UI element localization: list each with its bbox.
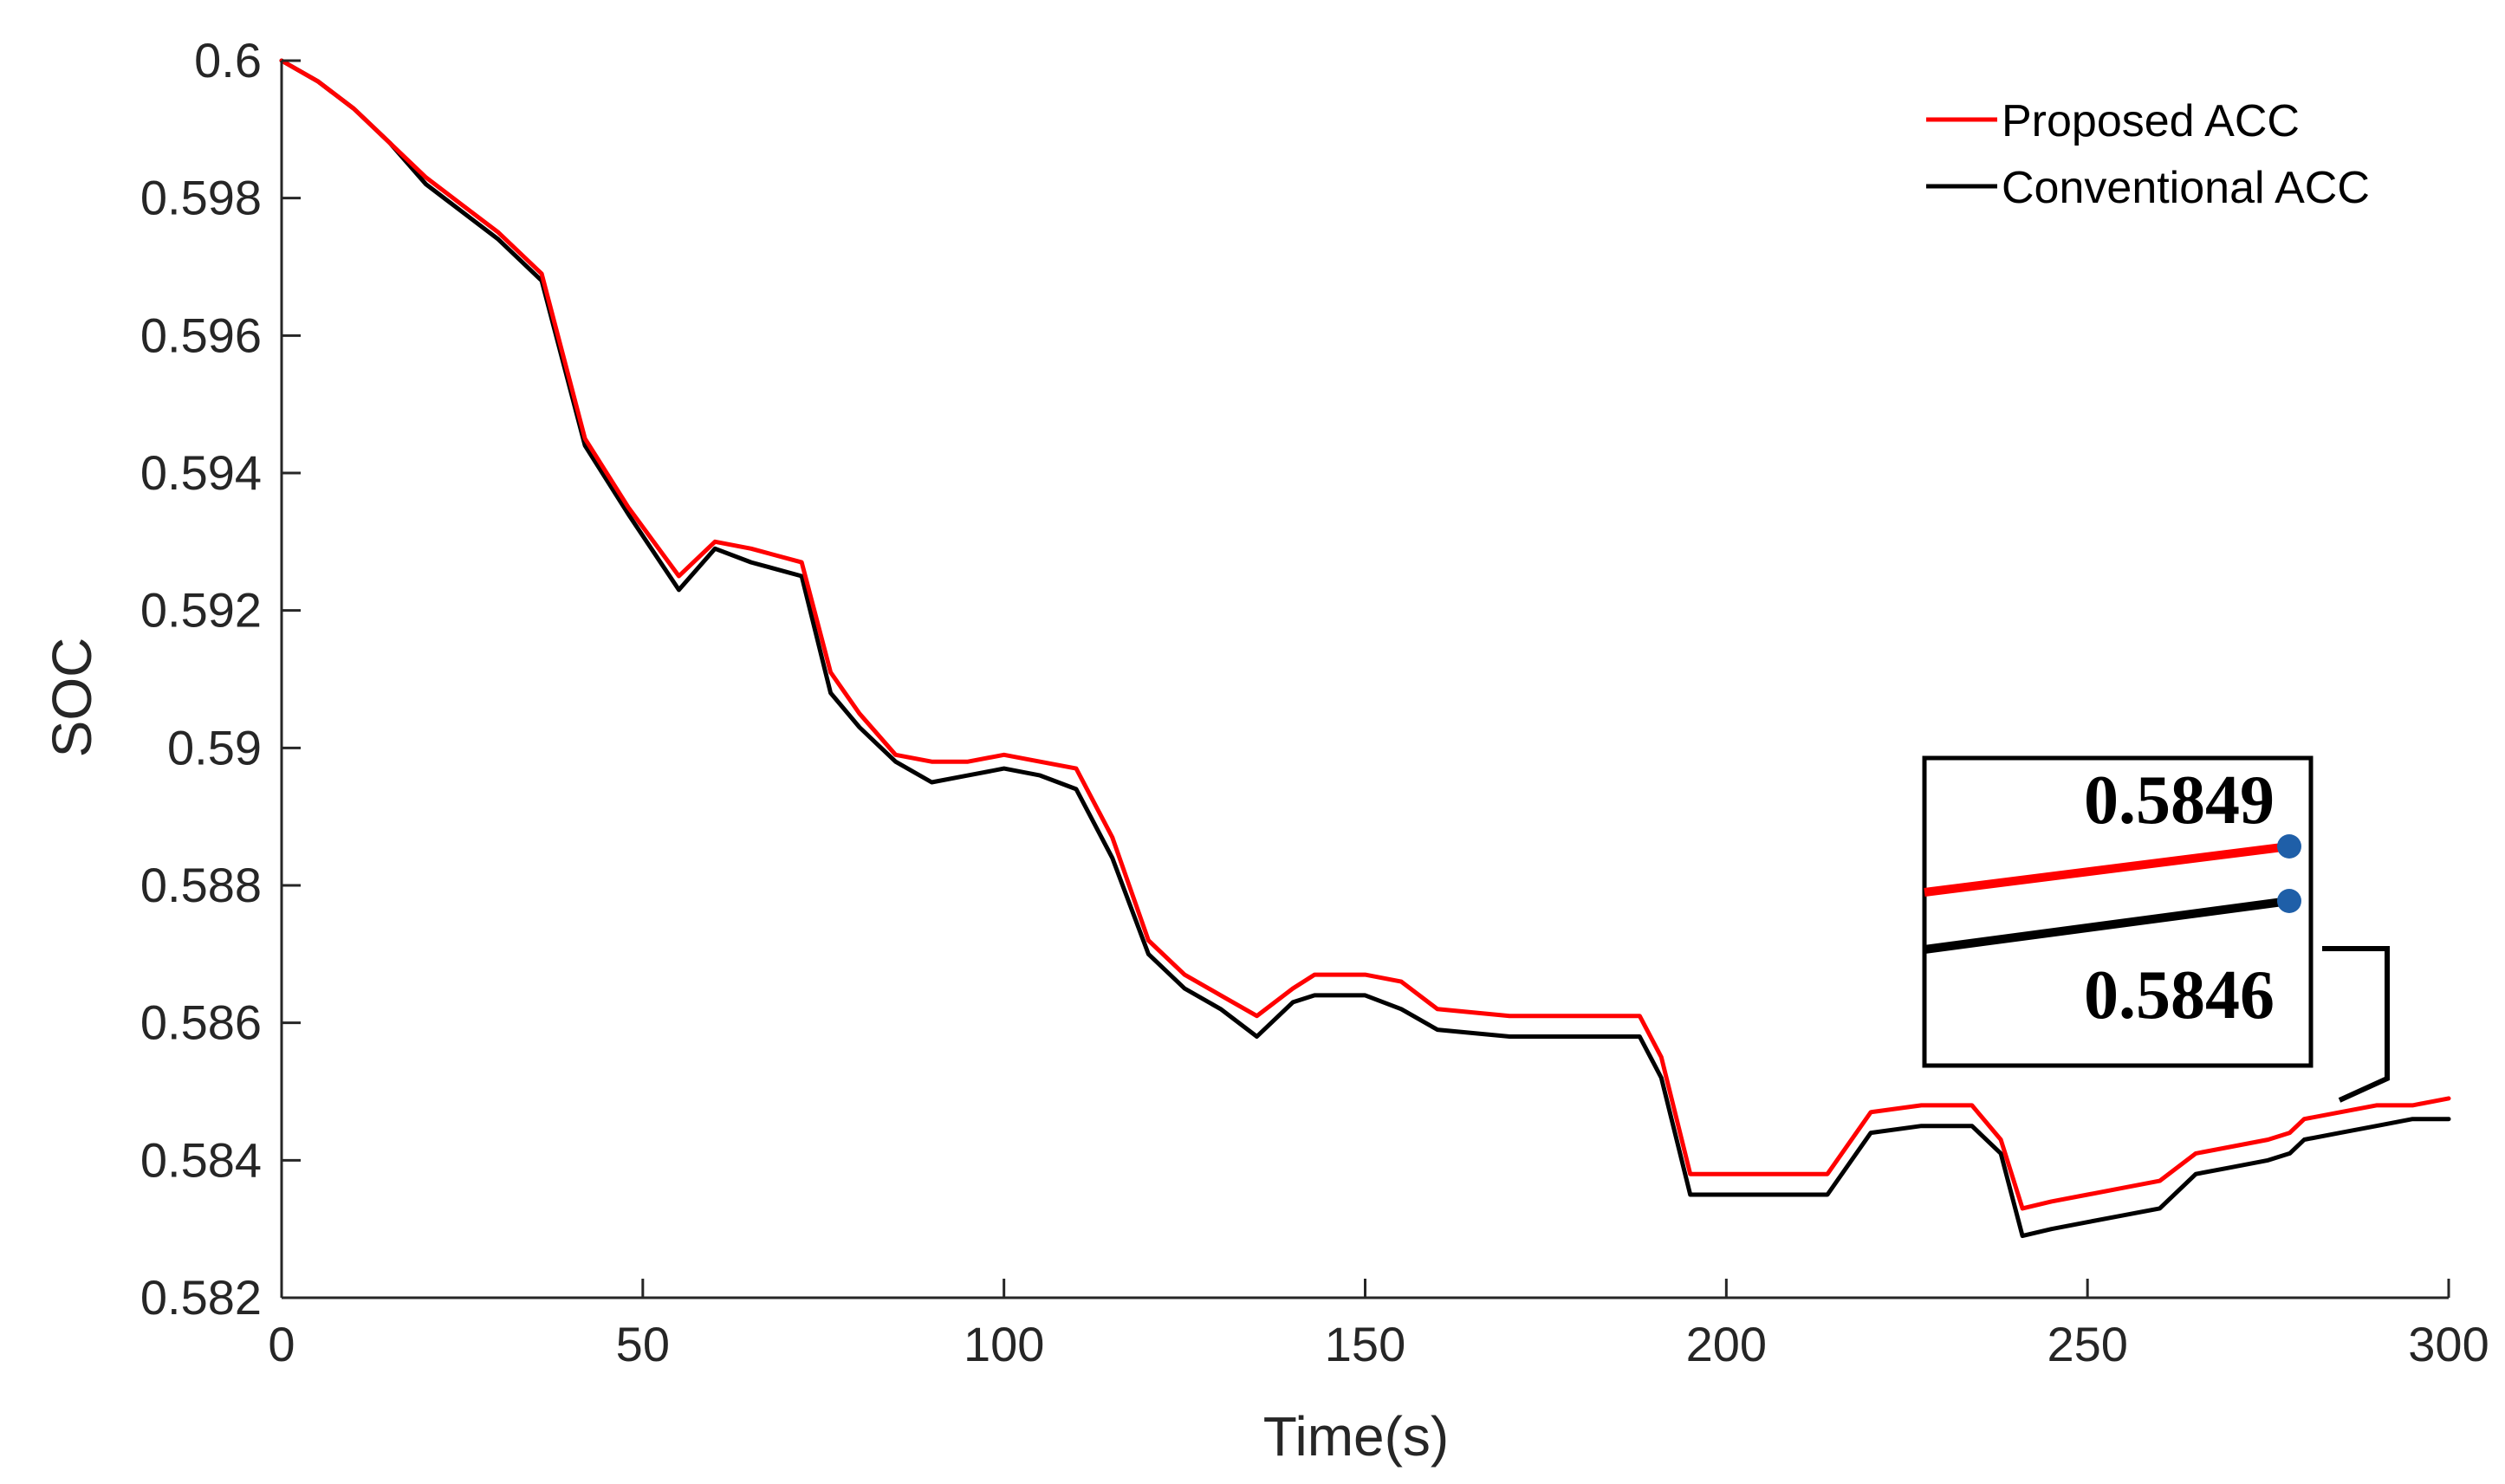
x-tick-label: 200 [1686, 1317, 1767, 1371]
series-layer [279, 58, 2451, 1239]
callout-value-proposed: 0.5849 [2084, 762, 2275, 839]
callout-marker-proposed [2277, 834, 2301, 859]
y-tick-label: 0.582 [140, 1270, 262, 1325]
series-line-conventional-acc [279, 58, 2451, 1239]
callout-value-conventional: 0.5846 [2084, 957, 2275, 1034]
y-axis-label: SOC [41, 638, 103, 758]
y-tick-label: 0.6 [194, 33, 262, 87]
x-tick-label: 300 [2408, 1317, 2489, 1371]
callout-leader-line [2322, 946, 2390, 1103]
x-axis-label: Time(s) [1263, 1405, 1449, 1468]
callout-conventional-line [1924, 897, 2290, 954]
y-tick-label: 0.598 [140, 171, 262, 225]
legend: Proposed ACC Conventional ACC [1926, 96, 2370, 213]
x-tick-label: 250 [2047, 1317, 2127, 1371]
y-tick-label: 0.584 [140, 1132, 262, 1187]
series-line-proposed-acc [279, 58, 2451, 1211]
ticks-layer: 0 50 100 150 200 250 300 0.582 0.584 0.586 0.588 0.… [140, 33, 2489, 1371]
y-tick-label: 0.588 [140, 858, 262, 912]
x-tick-label: 50 [616, 1317, 670, 1371]
x-tick-label: 150 [1325, 1317, 1405, 1371]
x-tick-label: 100 [964, 1317, 1044, 1371]
y-tick-label: 0.586 [140, 995, 262, 1050]
y-tick-label: 0.59 [167, 720, 262, 774]
callout-proposed-line [1924, 842, 2290, 897]
legend-label-conventional: Conventional ACC [2002, 163, 2370, 213]
y-tick-label: 0.594 [140, 445, 262, 500]
zoom-callout: 0.5849 0.5846 [1922, 755, 2390, 1103]
y-tick-label: 0.596 [140, 308, 262, 362]
callout-marker-conventional [2277, 889, 2301, 913]
y-tick-label: 0.592 [140, 583, 262, 638]
x-tick-label: 0 [268, 1317, 295, 1371]
legend-label-proposed: Proposed ACC [2002, 96, 2300, 146]
callout-box [1922, 755, 2314, 1068]
